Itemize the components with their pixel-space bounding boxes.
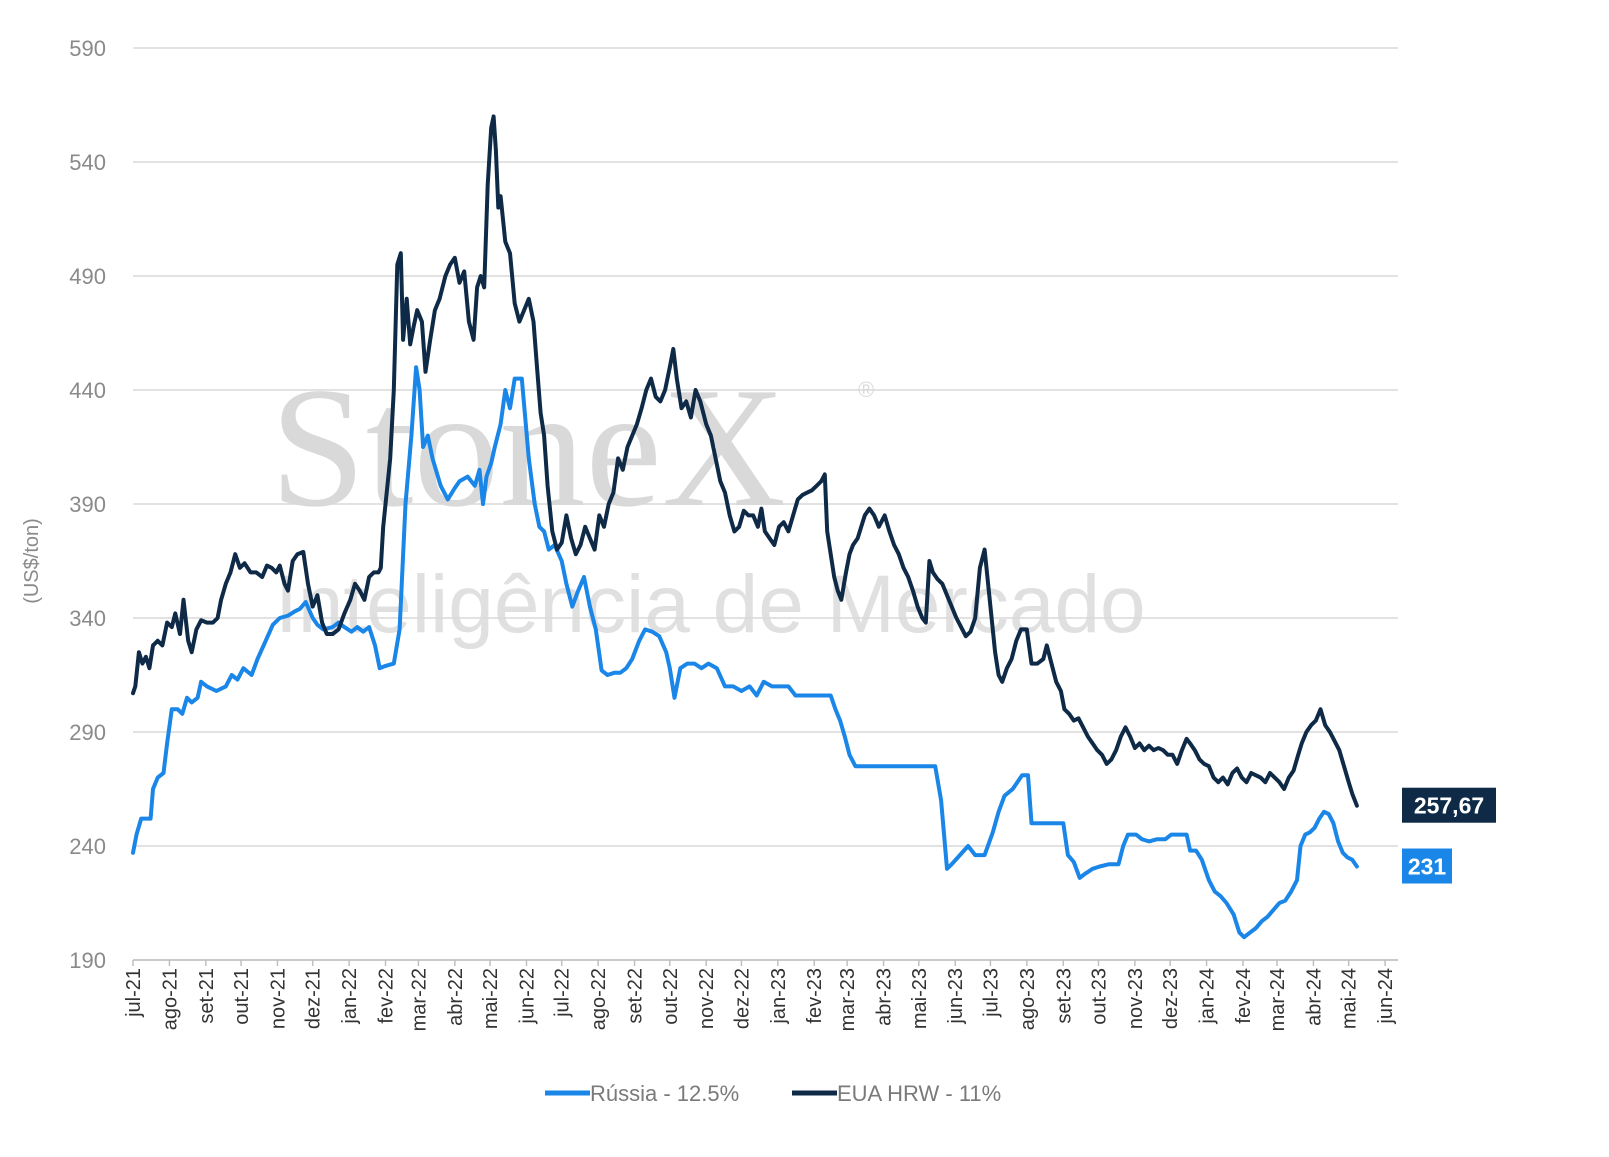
y-tick-label-290: 290	[69, 720, 106, 745]
x-tick-label-jan-24: jan-24	[1197, 968, 1219, 1025]
x-tick-label-jun-24: jun-24	[1375, 968, 1397, 1025]
x-tick-label-nov-23: nov-23	[1125, 968, 1147, 1029]
x-tick-label-jun-22: jun-22	[516, 968, 538, 1025]
legend-item-eua-hrw: EUA HRW - 11%	[792, 1081, 1001, 1106]
end-label-value: 257,67	[1414, 793, 1484, 819]
legend-item-russia: Rússia - 12.5%	[545, 1081, 739, 1106]
y-tick-label-390: 390	[69, 492, 106, 517]
y-tick-label-190: 190	[69, 948, 106, 973]
x-tick-label-mai-24: mai-24	[1339, 968, 1361, 1029]
x-tick-label-dez-23: dez-23	[1160, 968, 1182, 1029]
x-tick-label-set-21: set-21	[196, 968, 218, 1024]
x-tick-label-dez-21: dez-21	[303, 968, 325, 1029]
x-tick-label-set-22: set-22	[625, 968, 647, 1024]
y-tick-label-440: 440	[69, 378, 106, 403]
x-tick-label-mai-23: mai-23	[909, 968, 931, 1029]
legend-label: EUA HRW - 11%	[837, 1081, 1001, 1106]
x-tick-label-mar-23: mar-23	[837, 968, 859, 1031]
y-tick-label-540: 540	[69, 150, 106, 175]
end-label-value: 231	[1408, 854, 1447, 880]
end-label-eua-hrw: 257,67	[1402, 787, 1496, 823]
y-tick-label-590: 590	[69, 36, 106, 61]
x-tick-label-jan-23: jan-23	[768, 968, 790, 1025]
x-tick-label-nov-21: nov-21	[267, 968, 289, 1029]
y-tick-label-490: 490	[69, 264, 106, 289]
x-tick-label-jan-22: jan-22	[339, 968, 361, 1025]
x-tick-label-jun-23: jun-23	[945, 968, 967, 1025]
x-tick-label-mai-22: mai-22	[480, 968, 502, 1029]
x-tick-label-mar-24: mar-24	[1267, 968, 1289, 1031]
legend: Rússia - 12.5% EUA HRW - 11%	[545, 1081, 1001, 1106]
x-tick-label-ago-22: ago-22	[588, 968, 610, 1030]
x-axis: jul-21 ago-21 set-21 out-21 nov-21 dez-21 jan-…	[123, 959, 1398, 1031]
x-tick-label-ago-21: ago-21	[159, 968, 181, 1030]
watermark-subtitle: Inteligência de Mercado	[275, 559, 1146, 650]
watermark: StoneX ® Inteligência de Mercado	[270, 353, 1146, 650]
x-tick-label-out-21: out-21	[231, 968, 253, 1025]
y-tick-label-340: 340	[69, 606, 106, 631]
y-axis-label: (US$/ton)	[21, 518, 43, 604]
x-tick-label-fev-22: fev-22	[376, 968, 398, 1024]
x-tick-label-abr-23: abr-23	[874, 968, 896, 1026]
x-tick-label-mar-22: mar-22	[408, 968, 430, 1031]
gridlines	[133, 47, 1398, 961]
x-tick-label-abr-22: abr-22	[445, 968, 467, 1026]
y-tick-label-240: 240	[69, 834, 106, 859]
end-labels: 231 257,67	[1402, 787, 1496, 884]
x-tick-label-jul-21: jul-21	[123, 968, 145, 1018]
x-tick-label-fev-24: fev-24	[1233, 968, 1255, 1024]
x-tick-label-nov-22: nov-22	[696, 968, 718, 1029]
x-tick-label-out-22: out-22	[660, 968, 682, 1025]
x-tick-label-set-23: set-23	[1053, 968, 1075, 1024]
end-label-box	[1402, 787, 1496, 823]
x-tick-label-jul-22: jul-22	[552, 968, 574, 1018]
end-label-russia: 231	[1402, 848, 1452, 884]
x-tick-label-jul-23: jul-23	[980, 968, 1002, 1018]
end-label-box	[1402, 848, 1452, 884]
x-tick-label-dez-22: dez-22	[731, 968, 753, 1029]
x-tick-label-ago-23: ago-23	[1017, 968, 1039, 1030]
x-tick-label-out-23: out-23	[1088, 968, 1110, 1025]
x-tick-label-abr-24: abr-24	[1303, 968, 1325, 1026]
x-tick-label-fev-23: fev-23	[804, 968, 826, 1024]
series-line-eua-hrw	[131, 114, 1359, 808]
legend-label: Rússia - 12.5%	[590, 1081, 739, 1106]
y-axis-ticks: 190 240 290 340 390 440 490 540 590	[69, 36, 106, 973]
series-lines	[131, 114, 1359, 940]
